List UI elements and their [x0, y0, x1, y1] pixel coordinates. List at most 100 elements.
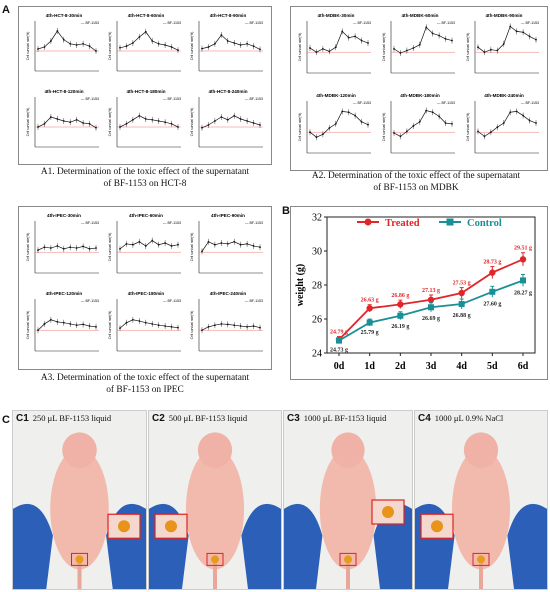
mini-chart-title: 4th-IPEC-120min [46, 291, 83, 296]
y-tick-label: 26 [312, 315, 322, 326]
mini-point [170, 325, 173, 328]
photo-id: C3 [287, 413, 300, 424]
mini-point [75, 118, 78, 121]
data-label: 28.27 g [514, 290, 532, 296]
mini-ylabel: Cell survival rate(%) [190, 32, 194, 61]
mini-point [431, 32, 434, 35]
panel-a1-box: 4th-HCT-8-30min — BF-1153 Cell survival ra… [18, 6, 272, 165]
mini-point [347, 111, 350, 114]
y-tick-label: 32 [312, 213, 322, 224]
mini-point [43, 46, 46, 48]
mini-point [170, 245, 173, 247]
legend-marker [364, 218, 372, 226]
mini-point [213, 120, 216, 122]
mini-point [164, 325, 167, 327]
panel-a2-caption: A2. Determination of the toxic effect of… [282, 170, 550, 194]
mini-point [82, 245, 85, 248]
mini-point [131, 318, 134, 321]
mini-chart-svg: 4th-IPEC-180min — BF-1153 Cell survival ra… [108, 291, 181, 352]
mini-point [252, 245, 255, 247]
mini-series-line [37, 116, 97, 129]
mini-point [125, 321, 128, 324]
x-tick-label: 0d [334, 361, 345, 372]
mini-point [207, 46, 210, 48]
mini-point [451, 122, 453, 125]
mini-point [239, 325, 242, 327]
mini-point [49, 116, 52, 118]
mini-point [119, 46, 121, 49]
data-label: 27.13 g [422, 288, 440, 294]
photo-id: C1 [16, 413, 29, 424]
data-point [489, 269, 496, 276]
mini-chart: 4th-HCT-8-240min — BF-1153 Cell survival r… [189, 87, 267, 157]
mini-chart-title: 4th-MDBK-90min [485, 13, 522, 18]
mini-legend: — BF-1153 [81, 299, 99, 303]
panel-a3-box: 4th-IPEC-30min — BF-1153 Cell survival rat… [18, 206, 272, 370]
mini-point [360, 120, 363, 123]
mini-point [431, 111, 434, 114]
mini-point [56, 320, 59, 323]
photo-caption: 250 μL BF-1153 liquid [32, 413, 112, 423]
feces-spot [211, 555, 219, 564]
mini-point [477, 130, 479, 133]
mini-point [213, 324, 216, 327]
mini-ylabel: Cell survival rate(%) [26, 32, 30, 61]
mini-point [170, 122, 173, 125]
mini-chart: 4th-MDBK-240min — BF-1153 Cell survival ra… [465, 91, 543, 163]
mini-point [151, 40, 154, 42]
mini-chart-title: 4th-MDBK-30min [317, 13, 354, 18]
mini-point [489, 131, 492, 134]
mini-point [201, 126, 203, 129]
mini-chart-title: 4th-MDBK-180min [400, 93, 440, 98]
mini-point [328, 127, 331, 129]
mini-point [354, 114, 357, 117]
mini-point [49, 40, 52, 42]
mini-point [201, 250, 203, 253]
mini-chart: 4th-HCT-8-30min — BF-1153 Cell survival ra… [25, 11, 103, 81]
mini-chart-svg: 4th-MDBK-90min — BF-1153 Cell survival rat… [466, 13, 539, 74]
mini-point [119, 126, 121, 128]
y-tick-label: 30 [312, 247, 322, 258]
mini-point [412, 125, 415, 127]
photo-id: C4 [418, 413, 431, 424]
mini-point [157, 324, 160, 327]
mini-point [347, 36, 350, 39]
mini-point [239, 118, 242, 120]
caption-line-2: of BF-1153 on IPEC [106, 385, 184, 395]
mini-point [75, 324, 78, 327]
mini-point [177, 49, 179, 52]
glove-right [241, 503, 281, 589]
mini-series-line [201, 323, 261, 331]
mini-chart: 4th-MDBK-90min — BF-1153 Cell survival rat… [465, 11, 543, 83]
mini-chart-svg: 4th-MDBK-240min — BF-1153 Cell survival ra… [466, 93, 539, 154]
mini-point [75, 44, 78, 46]
mini-chart-title: 4th-IPEC-30min [47, 213, 81, 218]
mini-chart: 4th-IPEC-180min — BF-1153 Cell survival ra… [107, 289, 185, 361]
mini-legend: — BF-1153 [163, 299, 181, 303]
mini-point [213, 42, 216, 45]
photo-caption: 1000 μL BF-1153 liquid [303, 413, 387, 423]
mini-point [88, 122, 91, 125]
mouse-photo-c3: C3 1000 μL BF-1153 liquid [283, 410, 413, 590]
mini-point [226, 40, 229, 42]
mini-chart: 4th-HCT-8-60min — BF-1153 Cell survival ra… [107, 11, 185, 81]
data-label: 26.88 g [453, 313, 471, 319]
mouse-body [50, 448, 109, 570]
mini-point [56, 30, 59, 32]
mini-chart: 4th-MDBK-120min — BF-1153 Cell survival ra… [297, 91, 375, 163]
mini-chart-title: 4th-IPEC-240min [210, 291, 247, 296]
mini-chart-svg: 4th-IPEC-60min— BF-1153 Cell survival rat… [108, 213, 181, 274]
mouse-head [62, 432, 97, 468]
x-tick-label: 2d [395, 361, 406, 372]
mini-chart-title: 4th-HCT-8-90min [210, 13, 247, 18]
mini-point [56, 245, 59, 247]
mini-point [246, 242, 249, 245]
mini-point [515, 110, 518, 113]
mini-point [412, 47, 415, 49]
photo-illustration [149, 411, 281, 589]
mini-series-line [119, 31, 179, 51]
mini-series-line [393, 110, 453, 137]
mini-point [88, 45, 91, 48]
mini-point [226, 323, 229, 326]
mini-ylabel: Cell survival rate(%) [298, 33, 302, 62]
